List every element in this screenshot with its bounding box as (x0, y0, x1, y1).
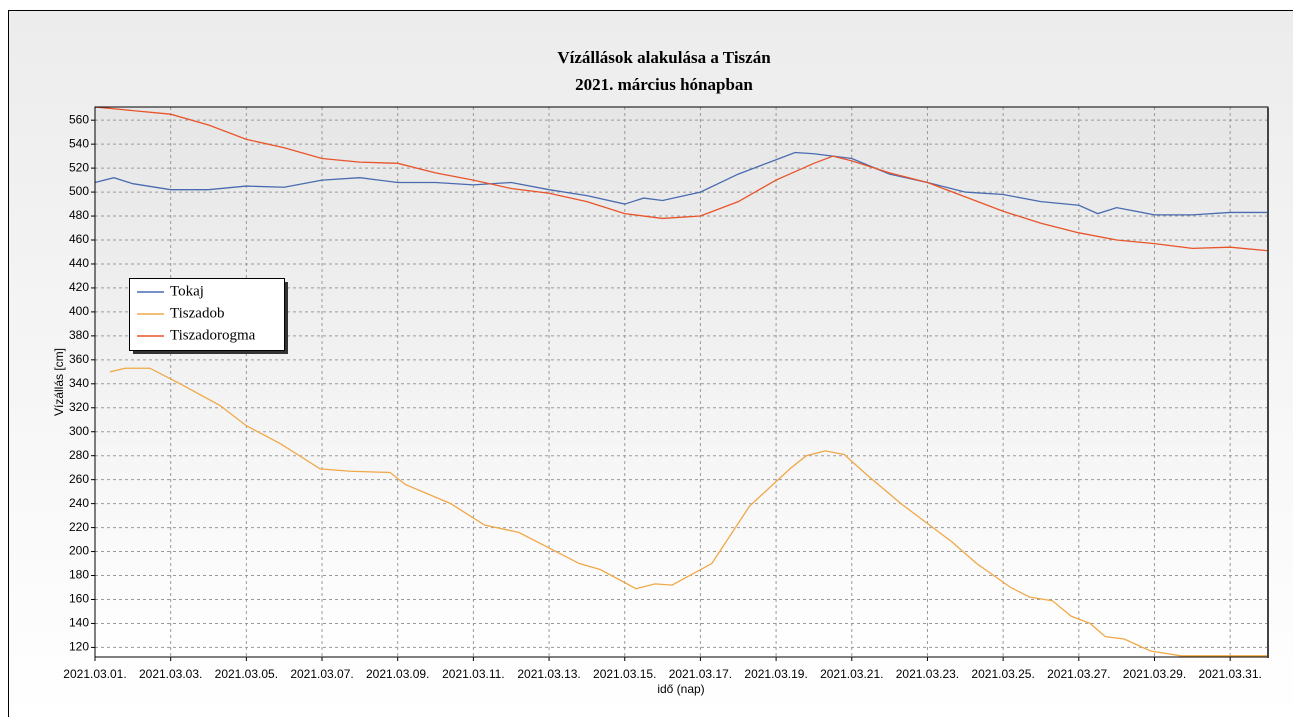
x-tick-label: 2021.03.07. (290, 667, 353, 681)
y-tick-label: 180 (69, 568, 89, 582)
y-tick-label: 500 (69, 184, 89, 198)
lines (94, 106, 1269, 657)
x-tick-label: 2021.03.13. (517, 667, 580, 681)
x-tick-label: 2021.03.31. (1198, 667, 1261, 681)
x-tick-label: 2021.03.17. (669, 667, 732, 681)
y-tick-label: 260 (69, 472, 89, 486)
legend-label: Tiszadob (170, 305, 224, 321)
chart-subtitle: 2021. március hónapban (575, 75, 753, 94)
chart-title: Vízállások alakulása a Tiszán (557, 48, 771, 67)
y-axis-label: Vízállás [cm] (52, 348, 66, 416)
x-tick-label: 2021.03.11. (442, 667, 505, 681)
y-tick-label: 120 (69, 640, 89, 654)
y-tick-label: 540 (69, 136, 89, 150)
y-tick-label: 300 (69, 424, 89, 438)
y-tick-label: 440 (69, 256, 89, 270)
plot-area (95, 107, 1268, 657)
series-line (109, 367, 1268, 657)
y-tick-label: 280 (69, 448, 89, 462)
y-tick-label: 380 (69, 328, 89, 342)
y-tick-label: 220 (69, 520, 89, 534)
y-tick-label: 560 (69, 112, 89, 126)
x-tick-label: 2021.03.21. (820, 667, 883, 681)
x-tick-label: 2021.03.15. (593, 667, 656, 681)
series-line (94, 106, 1269, 252)
x-tick-label: 2021.03.19. (744, 667, 807, 681)
y-tick-label: 360 (69, 352, 89, 366)
series-line (94, 151, 1268, 216)
legend-label: Tokaj (170, 283, 204, 299)
y-tick-label: 420 (69, 280, 89, 294)
x-tick-label: 2021.03.01. (63, 667, 126, 681)
x-tick-label: 2021.03.29. (1123, 667, 1186, 681)
x-tick-label: 2021.03.09. (366, 667, 429, 681)
x-tick-label: 2021.03.03. (139, 667, 202, 681)
y-tick-label: 320 (69, 400, 89, 414)
y-tick-label: 340 (69, 376, 89, 390)
y-tick-label: 400 (69, 304, 89, 318)
x-axis-label: idő (nap) (657, 682, 704, 696)
legend: Tokaj Tiszadob Tiszadorogma (129, 278, 288, 354)
x-tick-label: 2021.03.23. (896, 667, 959, 681)
y-tick-label: 160 (69, 592, 89, 606)
y-tick-label: 460 (69, 232, 89, 246)
y-tick-label: 520 (69, 160, 89, 174)
x-tick-label: 2021.03.05. (215, 667, 278, 681)
y-tick-label: 140 (69, 616, 89, 630)
x-tick-label: 2021.03.27. (1047, 667, 1110, 681)
y-tick-label: 240 (69, 496, 89, 510)
y-tick-label: 480 (69, 208, 89, 222)
legend-label: Tiszadorogma (170, 327, 256, 343)
x-tick-label: 2021.03.25. (971, 667, 1034, 681)
y-tick-label: 200 (69, 544, 89, 558)
